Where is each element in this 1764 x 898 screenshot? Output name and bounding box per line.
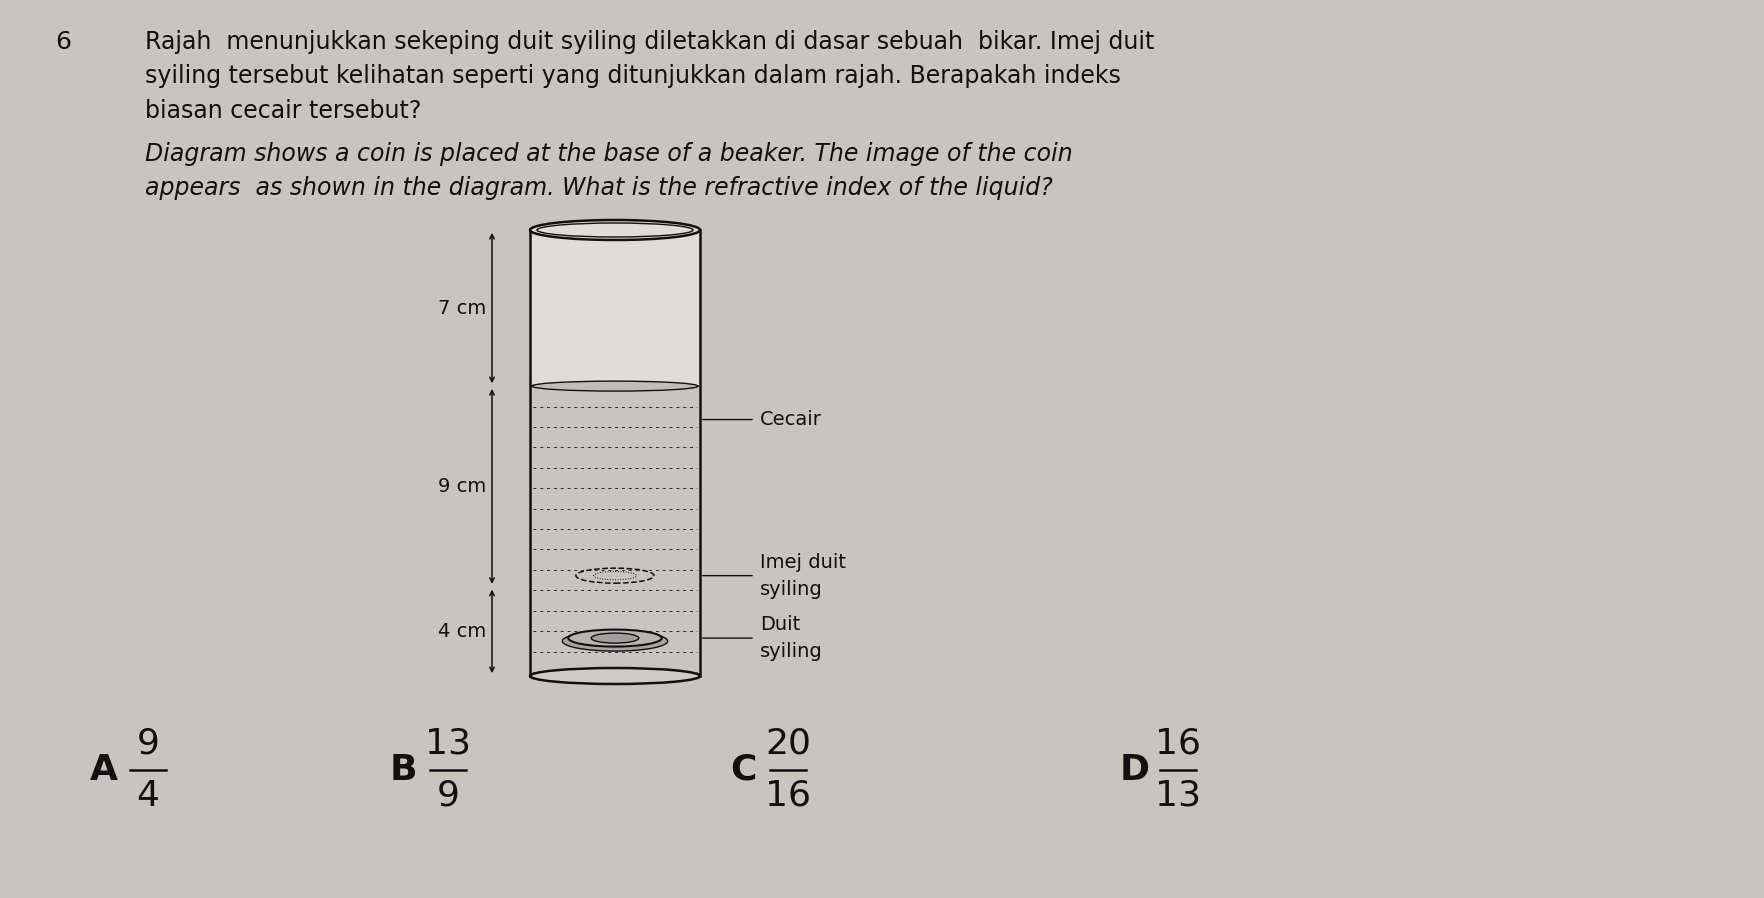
Text: 9 cm: 9 cm	[437, 477, 485, 496]
Text: Diagram shows a coin is placed at the base of a beaker. The image of the coin
ap: Diagram shows a coin is placed at the ba…	[145, 142, 1073, 200]
Text: 4 cm: 4 cm	[437, 622, 485, 641]
Ellipse shape	[529, 220, 700, 240]
Text: 13: 13	[1154, 779, 1200, 813]
Text: syiling: syiling	[760, 579, 822, 599]
Ellipse shape	[591, 633, 639, 643]
Text: A: A	[90, 753, 118, 787]
Bar	[531, 230, 699, 386]
Text: Imej duit: Imej duit	[760, 552, 845, 572]
Text: 9: 9	[436, 779, 459, 813]
Text: 6: 6	[55, 30, 71, 54]
Text: syiling: syiling	[760, 642, 822, 661]
Ellipse shape	[536, 223, 693, 237]
Text: Rajah  menunjukkan sekeping duit syiling diletakkan di dasar sebuah  bikar. Imej: Rajah menunjukkan sekeping duit syiling …	[145, 30, 1154, 123]
Text: 16: 16	[764, 779, 810, 813]
Text: C: C	[730, 753, 757, 787]
Text: 13: 13	[425, 727, 471, 761]
Text: 16: 16	[1154, 727, 1200, 761]
Text: D: D	[1120, 753, 1150, 787]
Bar	[531, 386, 699, 676]
Ellipse shape	[568, 629, 662, 647]
Text: Duit: Duit	[760, 615, 799, 634]
Text: 20: 20	[764, 727, 810, 761]
Text: 4: 4	[136, 779, 159, 813]
Ellipse shape	[531, 381, 697, 392]
Ellipse shape	[563, 631, 667, 651]
Text: Cecair: Cecair	[760, 410, 822, 429]
Text: B: B	[390, 753, 418, 787]
Text: 9: 9	[136, 727, 159, 761]
Ellipse shape	[529, 668, 700, 684]
Text: 7 cm: 7 cm	[437, 298, 485, 318]
